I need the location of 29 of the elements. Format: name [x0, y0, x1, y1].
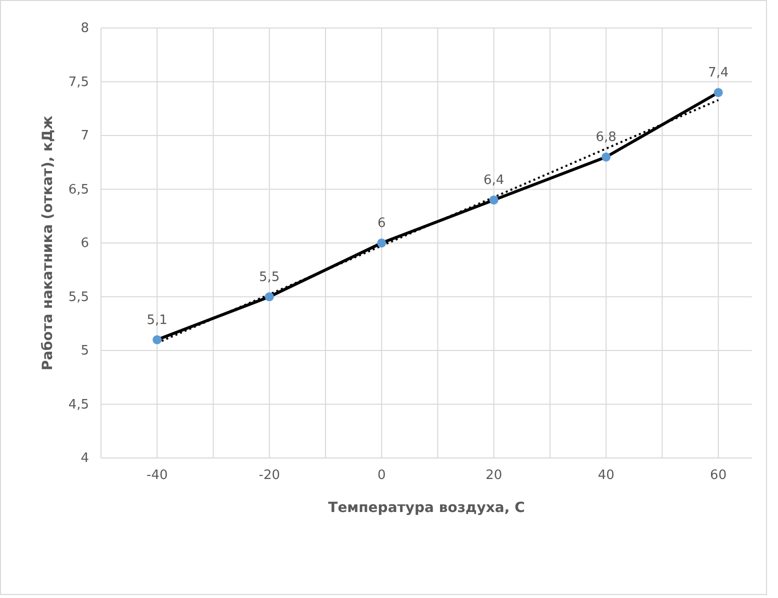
- x-tick-label: -40: [146, 468, 168, 484]
- data-label: 5,1: [146, 312, 168, 328]
- y-tick-label: 7: [80, 128, 89, 144]
- y-tick-label: 6,5: [68, 182, 89, 198]
- point: [714, 88, 723, 98]
- point: [489, 195, 498, 205]
- x-tick-label: 60: [710, 468, 727, 484]
- y-tick-label: 6: [80, 236, 89, 252]
- y-tick-label: 5,5: [68, 290, 89, 305]
- x-tick-label: 20: [486, 468, 502, 484]
- data-label: 6,4: [484, 173, 504, 188]
- y-tick-label: 5: [80, 344, 89, 359]
- data-label: 7,4: [708, 66, 729, 80]
- point: [602, 152, 611, 162]
- y-tick-label: 8: [80, 21, 89, 36]
- x-axis-title: Температура воздуха, С: [328, 500, 525, 516]
- x-tick-label: -20: [258, 468, 280, 484]
- point: [264, 292, 274, 302]
- point: [152, 335, 162, 344]
- data-label: 5,5: [259, 270, 280, 285]
- x-tick-label: 40: [598, 468, 614, 484]
- data-label: 6,8: [596, 130, 616, 145]
- data-label: 6: [377, 216, 386, 231]
- y-tick-label: 4,5: [68, 397, 89, 412]
- point: [377, 238, 386, 248]
- y-tick-label: 4: [80, 451, 89, 466]
- x-tick-label: 0: [377, 468, 386, 484]
- y-tick-label: 7,5: [68, 74, 89, 90]
- y-axis-title: Работа накатника (откат), кДж: [40, 116, 56, 370]
